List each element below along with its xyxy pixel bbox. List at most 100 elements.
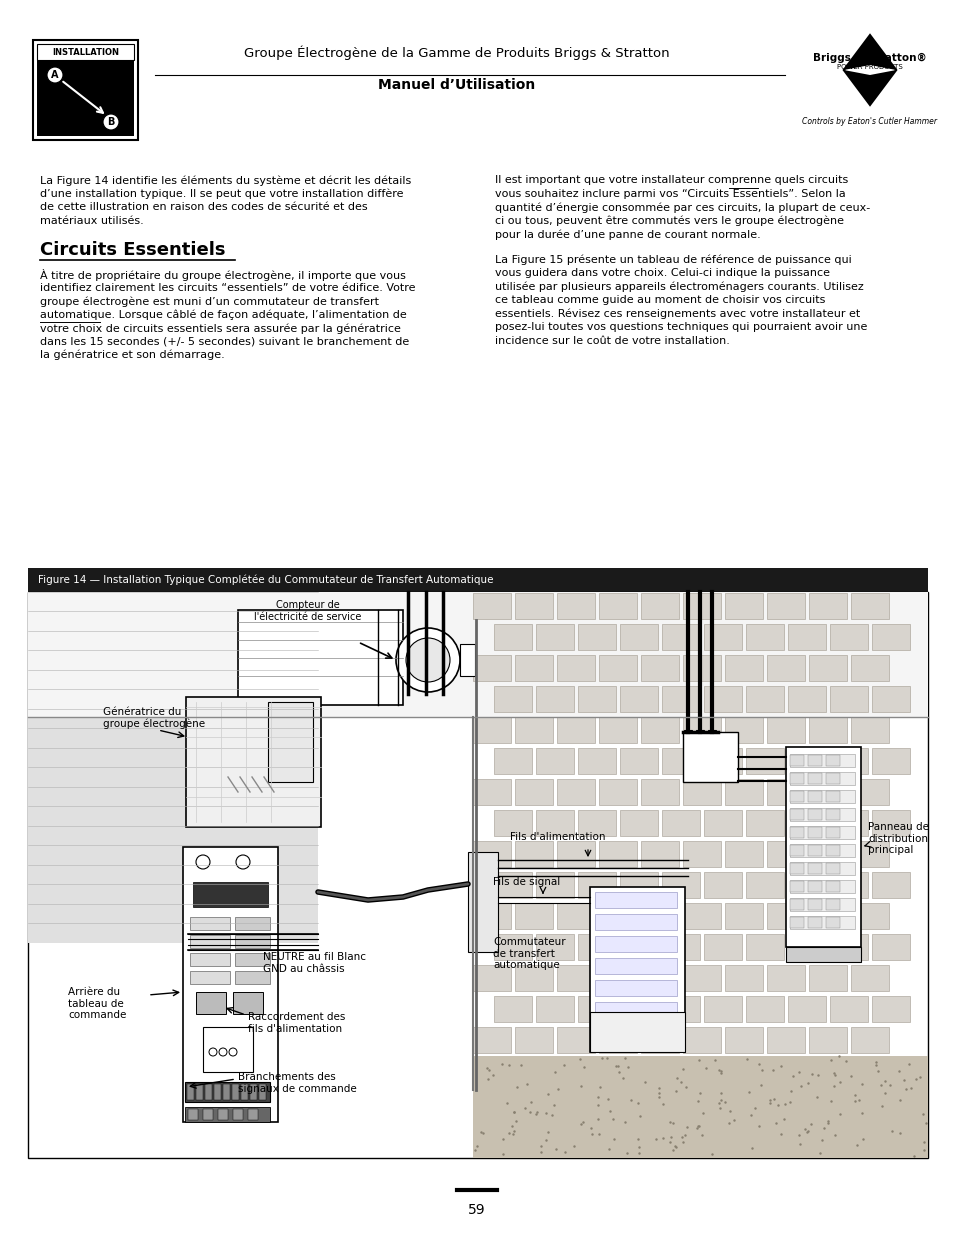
Bar [661,685,700,713]
Bar [871,1058,909,1084]
Bar [494,872,532,898]
Bar [850,903,888,929]
Bar [850,1089,888,1115]
Text: Compteur de
l'électricité de service: Compteur de l'électricité de service [254,600,361,621]
Bar [536,872,574,898]
Text: ce tableau comme guide au moment de choisir vos circuits: ce tableau comme guide au moment de choi… [495,295,824,305]
Bar [808,1028,846,1053]
Bar [703,685,741,713]
Bar [473,841,511,867]
Bar [871,995,909,1023]
Text: matériaux utilisés.: matériaux utilisés. [40,215,144,226]
Text: ci ou tous, peuvent être commutés vers le groupe électrogène: ci ou tous, peuvent être commutés vers l… [495,215,843,226]
Bar [473,1089,511,1115]
Bar [724,779,762,805]
Bar [619,685,658,713]
Bar [703,1058,741,1084]
Text: Panneau de
distribution
principal: Panneau de distribution principal [867,823,928,855]
Bar [807,809,821,820]
Bar [233,1109,243,1120]
Bar [536,1058,574,1084]
Bar [682,903,720,929]
Bar [536,748,574,774]
Bar [515,593,553,619]
Text: automatique. Lorsque câblé de façon adéquate, l’alimentation de: automatique. Lorsque câblé de façon adéq… [40,310,406,320]
Bar [807,845,821,856]
Bar [766,903,804,929]
Bar [640,718,679,743]
Bar [494,624,532,650]
Bar [578,685,616,713]
Bar [661,1058,700,1084]
Bar [578,1058,616,1084]
Bar [808,593,846,619]
Bar [787,1058,825,1084]
Bar [829,872,867,898]
Bar [494,685,532,713]
Bar [557,779,595,805]
Bar [557,903,595,929]
Bar [473,655,511,680]
Polygon shape [842,35,895,105]
Bar [557,655,595,680]
Bar [787,934,825,960]
Bar [557,1028,595,1053]
Bar [825,918,840,927]
Bar [850,593,888,619]
Bar [190,918,230,930]
Bar [473,965,511,990]
Bar [268,701,313,782]
Bar [473,1056,927,1158]
Bar [807,773,821,784]
Text: la génératrice et son démarrage.: la génératrice et son démarrage. [40,350,225,361]
Text: Raccordement des
fils d'alimentation: Raccordement des fils d'alimentation [248,1011,345,1034]
Bar [682,718,720,743]
Bar [745,872,783,898]
Bar [195,992,226,1014]
Bar [37,44,133,136]
Bar [789,916,854,929]
Bar [829,810,867,836]
Text: incidence sur le coût de votre installation.: incidence sur le coût de votre installat… [495,336,729,346]
Bar [494,1058,532,1084]
Text: Groupe Électrogène de la Gamme de Produits Briggs & Stratton: Groupe Électrogène de la Gamme de Produi… [244,46,669,61]
Bar [578,1120,616,1146]
Bar [598,841,637,867]
Bar [682,655,720,680]
Bar [745,1120,783,1146]
Bar [473,779,511,805]
Bar [557,841,595,867]
Bar [825,790,840,802]
Bar [185,1082,270,1102]
Bar [619,748,658,774]
Bar [724,1028,762,1053]
Bar [724,903,762,929]
Bar [515,1028,553,1053]
Bar [789,881,854,893]
Bar [598,1089,637,1115]
Circle shape [395,629,459,692]
Bar [188,1109,198,1120]
Bar [598,1028,637,1053]
Bar [808,965,846,990]
Bar [661,934,700,960]
Bar [185,1107,270,1123]
Bar [787,748,825,774]
Bar [871,748,909,774]
Bar [682,841,720,867]
Bar [789,808,854,821]
Text: d’une installation typique. Il se peut que votre installation diffère: d’une installation typique. Il se peut q… [40,189,403,199]
Bar [640,655,679,680]
Text: essentiels. Révisez ces renseignements avec votre installateur et: essentiels. Révisez ces renseignements a… [495,309,860,319]
Bar [619,1058,658,1084]
Bar [682,1028,720,1053]
Bar [473,718,511,743]
Bar [557,1089,595,1115]
Bar [766,779,804,805]
Text: Il est important que votre installateur comprenne quels circuits: Il est important que votre installateur … [495,175,847,185]
Bar [766,593,804,619]
Bar [871,685,909,713]
Circle shape [103,114,119,130]
Bar [789,773,803,784]
Text: Fils d'alimentation: Fils d'alimentation [510,832,605,842]
